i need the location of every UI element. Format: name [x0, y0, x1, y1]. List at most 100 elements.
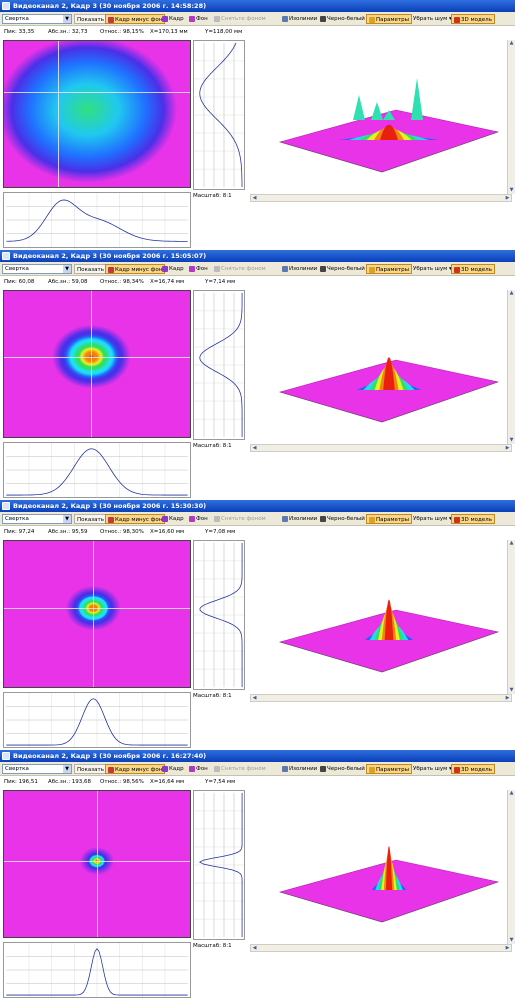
- scroll-up-icon[interactable]: ▲: [509, 290, 514, 296]
- beam-intensity-image[interactable]: [3, 40, 191, 188]
- background-button[interactable]: Фон: [187, 764, 210, 774]
- beam-3d-model[interactable]: [258, 40, 508, 192]
- scroll-left-icon[interactable]: ◀: [252, 195, 257, 201]
- scroll-left-icon[interactable]: ◀: [252, 695, 257, 701]
- frame-minus-bg-button[interactable]: Кадр минус фон: [105, 764, 166, 774]
- params-button[interactable]: Параметры: [366, 14, 412, 24]
- scroll-down-icon[interactable]: ▼: [509, 437, 514, 443]
- scroll-right-icon[interactable]: ▶: [505, 945, 510, 951]
- frame-button[interactable]: Кадр: [160, 264, 186, 274]
- remove-noise-button[interactable]: Убрать шум ▾: [413, 266, 452, 272]
- params-button[interactable]: Параметры: [366, 764, 412, 774]
- scroll-up-icon[interactable]: ▲: [509, 40, 514, 46]
- crosshair-vertical[interactable]: [97, 791, 98, 937]
- scroll-down-icon[interactable]: ▼: [509, 937, 514, 943]
- mode-select[interactable]: Свертка ▼: [2, 264, 72, 274]
- frame-minus-bg-button[interactable]: Кадр минус фон: [105, 514, 166, 524]
- horizontal-scrollbar[interactable]: ◀ ▶: [250, 944, 512, 952]
- crosshair-vertical[interactable]: [91, 291, 93, 437]
- scroll-right-icon[interactable]: ▶: [505, 445, 510, 451]
- scroll-down-icon[interactable]: ▼: [509, 187, 514, 193]
- chevron-down-icon[interactable]: ▼: [63, 15, 71, 23]
- beam-spike: [383, 110, 395, 120]
- show-button-label: Показать: [77, 267, 104, 273]
- clear-bg-label: Снятьте фоном: [221, 266, 266, 272]
- background-button[interactable]: Фон: [187, 514, 210, 524]
- frame-button[interactable]: Кадр: [160, 514, 186, 524]
- window-titlebar[interactable]: Видеоканал 2, Кадр 3 (30 ноября 2006 г. …: [0, 250, 515, 262]
- isolines-button[interactable]: Изолинии: [280, 264, 319, 274]
- horizontal-scrollbar[interactable]: ◀ ▶: [250, 694, 512, 702]
- show-button[interactable]: Показать: [74, 14, 107, 24]
- horizontal-scrollbar[interactable]: ◀ ▶: [250, 194, 512, 202]
- chevron-down-icon[interactable]: ▼: [63, 765, 71, 773]
- model-3d-button[interactable]: 3D модель: [451, 264, 495, 274]
- vertical-scrollbar[interactable]: ▲ ▼: [507, 40, 515, 194]
- window-titlebar[interactable]: Видеоканал 2, Кадр 3 (30 ноября 2006 г. …: [0, 0, 515, 12]
- crosshair-horizontal[interactable]: [4, 92, 190, 94]
- background-button[interactable]: Фон: [187, 264, 210, 274]
- scroll-up-icon[interactable]: ▲: [509, 790, 514, 796]
- clear-bg-button[interactable]: Снятьте фоном: [212, 514, 268, 524]
- bw-button[interactable]: Черно-белый: [318, 14, 367, 24]
- window-title: Видеоканал 2, Кадр 3 (30 ноября 2006 г. …: [13, 752, 207, 760]
- mode-select[interactable]: Свертка ▼: [2, 514, 72, 524]
- beam-3d-model[interactable]: [258, 290, 508, 442]
- clear-bg-button[interactable]: Снятьте фоном: [212, 14, 268, 24]
- background-button[interactable]: Фон: [187, 14, 210, 24]
- horizontal-scrollbar[interactable]: ◀ ▶: [250, 444, 512, 452]
- remove-noise-button[interactable]: Убрать шум ▾: [413, 16, 452, 22]
- remove-noise-button[interactable]: Убрать шум ▾: [413, 766, 452, 772]
- isolines-button[interactable]: Изолинии: [280, 514, 319, 524]
- bw-button[interactable]: Черно-белый: [318, 514, 367, 524]
- chevron-down-icon[interactable]: ▼: [63, 515, 71, 523]
- params-button[interactable]: Параметры: [366, 264, 412, 274]
- background-label: Фон: [196, 16, 208, 22]
- params-label: Параметры: [376, 767, 409, 773]
- crosshair-horizontal[interactable]: [4, 356, 190, 358]
- window-titlebar[interactable]: Видеоканал 2, Кадр 3 (30 ноября 2006 г. …: [0, 750, 515, 762]
- isolines-button[interactable]: Изолинии: [280, 14, 319, 24]
- bw-button[interactable]: Черно-белый: [318, 764, 367, 774]
- scroll-left-icon[interactable]: ◀: [252, 945, 257, 951]
- isolines-button[interactable]: Изолинии: [280, 764, 319, 774]
- beam-intensity-image[interactable]: [3, 540, 191, 688]
- x-coordinate: X=16,74 мм: [150, 279, 185, 285]
- crosshair-vertical[interactable]: [57, 41, 59, 187]
- frame-button[interactable]: Кадр: [160, 764, 186, 774]
- params-button[interactable]: Параметры: [366, 514, 412, 524]
- vertical-scrollbar[interactable]: ▲ ▼: [507, 290, 515, 444]
- beam-3d-model[interactable]: [258, 540, 508, 692]
- frame-label: Кадр: [169, 516, 184, 522]
- frame-button[interactable]: Кадр: [160, 14, 186, 24]
- chevron-down-icon[interactable]: ▼: [63, 265, 71, 273]
- show-button[interactable]: Показать: [74, 264, 107, 274]
- mode-select[interactable]: Свертка ▼: [2, 764, 72, 774]
- remove-noise-button[interactable]: Убрать шум ▾: [413, 516, 452, 522]
- window-titlebar[interactable]: Видеоканал 2, Кадр 3 (30 ноября 2006 г. …: [0, 500, 515, 512]
- scroll-up-icon[interactable]: ▲: [509, 540, 514, 546]
- crosshair-horizontal[interactable]: [4, 608, 190, 610]
- scroll-right-icon[interactable]: ▶: [505, 195, 510, 201]
- crosshair-vertical[interactable]: [93, 541, 95, 687]
- model-3d-button[interactable]: 3D модель: [451, 764, 495, 774]
- beam-3d-model[interactable]: [258, 790, 508, 942]
- frame-minus-bg-button[interactable]: Кадр минус фон: [105, 264, 166, 274]
- scroll-left-icon[interactable]: ◀: [252, 445, 257, 451]
- clear-bg-button[interactable]: Снятьте фоном: [212, 764, 268, 774]
- vertical-scrollbar[interactable]: ▲ ▼: [507, 540, 515, 694]
- beam-intensity-image[interactable]: [3, 290, 191, 438]
- bw-button[interactable]: Черно-белый: [318, 264, 367, 274]
- show-button[interactable]: Показать: [74, 764, 107, 774]
- scroll-down-icon[interactable]: ▼: [509, 687, 514, 693]
- clear-bg-button[interactable]: Снятьте фоном: [212, 264, 268, 274]
- scroll-right-icon[interactable]: ▶: [505, 695, 510, 701]
- vertical-scrollbar[interactable]: ▲ ▼: [507, 790, 515, 944]
- model-3d-button[interactable]: 3D модель: [451, 14, 495, 24]
- show-button[interactable]: Показать: [74, 514, 107, 524]
- frame-minus-bg-button[interactable]: Кадр минус фон: [105, 14, 166, 24]
- mode-select[interactable]: Свертка ▼: [2, 14, 72, 24]
- beam-intensity-image[interactable]: [3, 790, 191, 938]
- model-3d-button[interactable]: 3D модель: [451, 514, 495, 524]
